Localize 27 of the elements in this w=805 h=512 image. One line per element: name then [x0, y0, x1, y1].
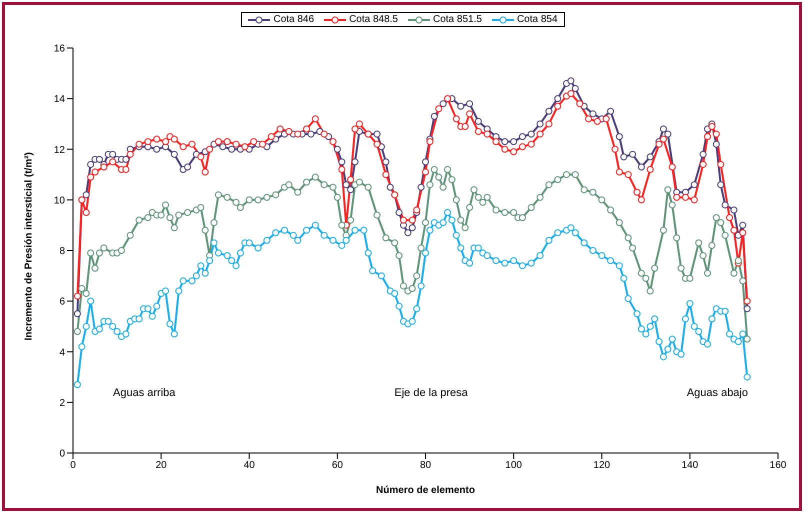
x-tick-label: 20 [156, 460, 168, 472]
legend-label: Cota 851.5 [433, 14, 482, 25]
y-tick-label: 6 [59, 296, 66, 308]
x-tick-label: 140 [682, 460, 699, 472]
x-axis-title: Número de elemento [376, 485, 475, 496]
x-tick-label: 60 [332, 460, 344, 472]
x-tick-label: 0 [70, 460, 76, 472]
annotation: Aguas arriba [113, 387, 176, 400]
y-tick-label: 0 [59, 448, 66, 460]
x-tick-label: 120 [593, 460, 611, 472]
y-axis-title: Incremento de Presión intersticial (t/m²) [24, 152, 35, 340]
legend-label: Cota 854 [516, 14, 558, 25]
x-tick-label: 40 [244, 460, 256, 472]
y-tick-label: 10 [54, 195, 66, 206]
legend-label: Cota 848.5 [349, 14, 398, 25]
y-tick-label: 16 [54, 44, 66, 55]
y-tick-label: 8 [59, 246, 66, 258]
y-tick-label: 4 [59, 347, 66, 358]
x-tick-label: 80 [420, 460, 432, 472]
x-tick-label: 160 [770, 460, 787, 472]
legend-label: Cota 846 [273, 14, 314, 25]
y-tick-label: 12 [54, 144, 66, 156]
annotation: Eje de la presa [394, 387, 468, 400]
y-tick-label: 14 [54, 94, 66, 106]
y-tick-label: 2 [59, 398, 66, 409]
annotation: Aguas abajo [686, 387, 748, 400]
x-tick-label: 100 [505, 460, 522, 472]
